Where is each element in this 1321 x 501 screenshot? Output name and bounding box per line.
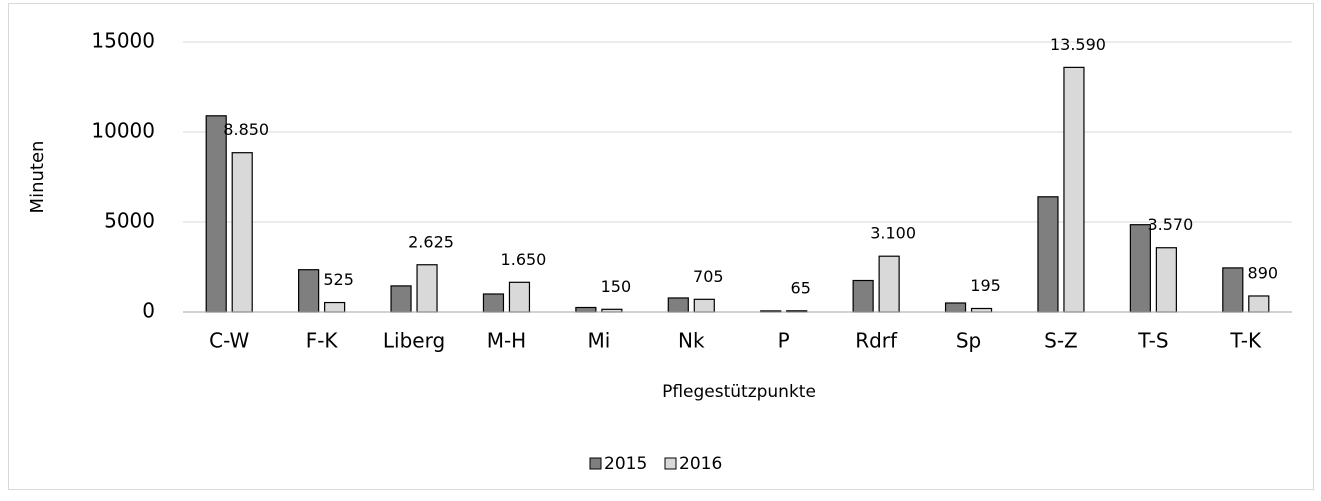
data-label: 3.100 (870, 224, 916, 243)
bar (231, 152, 253, 313)
bar (324, 301, 346, 313)
y-tick-label: 0 (142, 299, 155, 323)
data-label: 525 (323, 270, 354, 289)
bar (693, 298, 715, 313)
bar (482, 293, 505, 313)
bar (970, 307, 993, 313)
bar (575, 306, 597, 313)
data-label: 13.590 (1050, 35, 1106, 54)
x-tick-label: Liberg (383, 329, 445, 353)
x-tick-label: Sp (956, 329, 981, 353)
x-tick-label: T-S (1137, 329, 1168, 353)
bar (878, 255, 900, 313)
bar (1129, 224, 1151, 313)
x-tick-label: Rdrf (855, 329, 898, 353)
y-tick-label: 10000 (91, 119, 155, 143)
chart-border (8, 3, 1314, 490)
bar (1063, 66, 1085, 313)
x-tick-label: C-W (209, 329, 249, 353)
data-label: 705 (693, 267, 724, 286)
x-tick-label: Nk (678, 329, 705, 353)
legend-swatch (589, 457, 602, 470)
bar (1037, 196, 1059, 313)
bar (390, 285, 412, 313)
x-tick-label: S-Z (1044, 329, 1078, 353)
legend-label: 2015 (604, 454, 647, 474)
x-tick-label: F-K (306, 329, 339, 353)
x-axis-title: Pflegestützpunkte (662, 382, 816, 402)
bar (1155, 247, 1177, 313)
data-label: 3.570 (1147, 215, 1193, 234)
bar (1248, 295, 1270, 313)
x-tick-label: Mi (587, 329, 610, 353)
x-tick-label: M-H (487, 329, 527, 353)
bar (298, 269, 320, 313)
bar (852, 279, 874, 313)
y-tick-label: 15000 (91, 29, 155, 53)
bar (667, 297, 689, 313)
y-axis-title: Minuten (27, 141, 48, 214)
data-label: 150 (601, 277, 632, 296)
bar (1222, 267, 1244, 313)
data-label: 1.650 (501, 250, 547, 269)
bar (205, 115, 227, 313)
data-label: 195 (970, 276, 1001, 295)
data-label: 65 (791, 278, 811, 297)
legend-label: 2016 (679, 454, 722, 474)
data-label: 8.850 (223, 120, 269, 139)
data-label: 2.625 (408, 232, 454, 251)
x-tick-label: P (778, 329, 790, 353)
legend-swatch (664, 457, 677, 470)
bar (508, 281, 531, 313)
y-tick-label: 5000 (104, 209, 155, 233)
x-tick-label: T-K (1229, 329, 1262, 353)
data-label: 890 (1248, 263, 1279, 282)
bar (944, 302, 967, 313)
bar (416, 264, 438, 313)
